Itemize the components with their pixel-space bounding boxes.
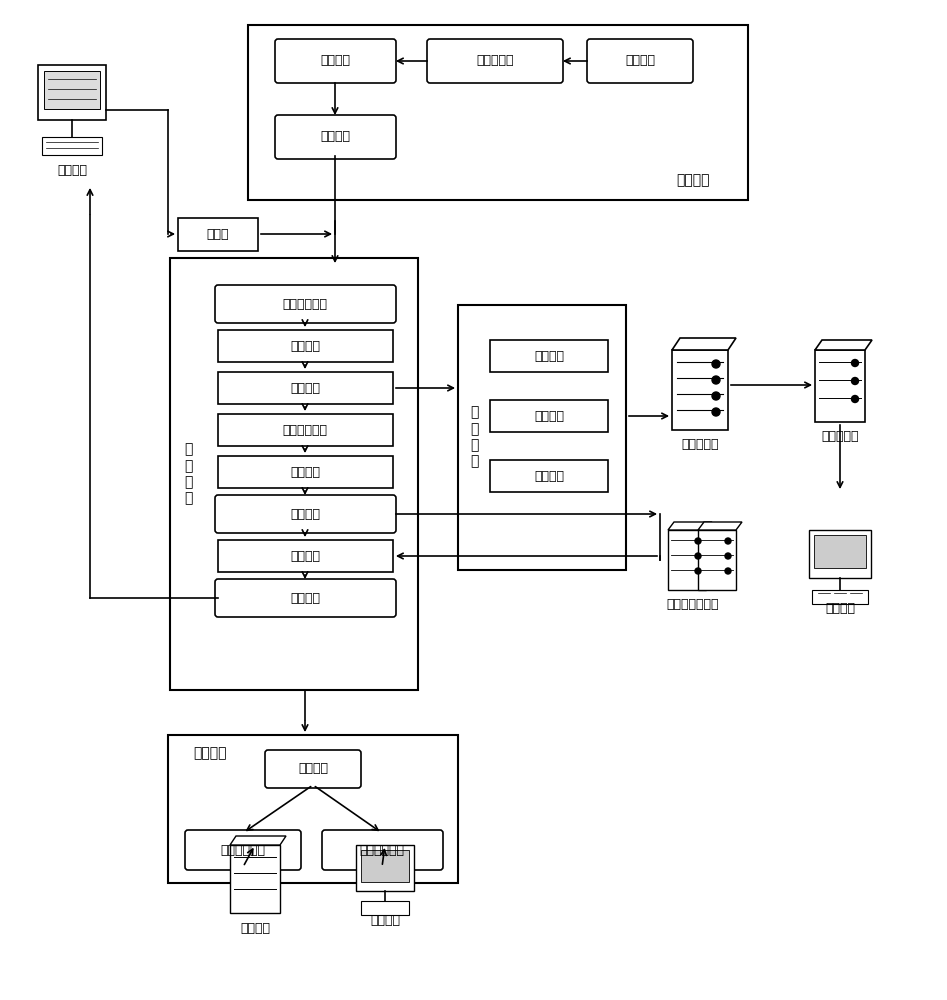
Circle shape: [725, 538, 731, 544]
Circle shape: [695, 553, 701, 559]
Polygon shape: [230, 836, 286, 845]
Text: 应用配置: 应用配置: [676, 173, 709, 187]
Text: 数据校验: 数据校验: [534, 350, 564, 362]
Circle shape: [712, 392, 720, 400]
Bar: [218, 330, 393, 362]
Text: 数据转换: 数据转换: [290, 381, 320, 394]
Text: 日志生成模块: 日志生成模块: [221, 844, 265, 856]
Polygon shape: [672, 338, 736, 350]
Text: 模板解析: 模板解析: [320, 54, 350, 68]
FancyBboxPatch shape: [265, 750, 361, 788]
Bar: [218, 456, 393, 488]
Text: 系统终端: 系统终端: [370, 914, 400, 928]
Bar: [218, 414, 393, 446]
Bar: [218, 540, 393, 572]
Text: 报文回复: 报文回复: [290, 591, 320, 604]
Circle shape: [725, 553, 731, 559]
Text: 数据解析: 数据解析: [290, 340, 320, 353]
FancyBboxPatch shape: [275, 115, 396, 159]
Text: 报
文
转
换: 报 文 转 换: [184, 443, 192, 505]
Bar: [218, 372, 393, 404]
Circle shape: [695, 538, 701, 544]
Text: 日志显示模块: 日志显示模块: [360, 844, 404, 856]
Bar: [672, 350, 728, 430]
Polygon shape: [668, 522, 712, 530]
Text: 模板初始化: 模板初始化: [476, 54, 514, 68]
Bar: [356, 845, 414, 891]
Bar: [815, 350, 865, 422]
Text: 监控终端: 监控终端: [825, 601, 855, 614]
FancyBboxPatch shape: [215, 495, 396, 533]
Bar: [458, 305, 626, 570]
Bar: [668, 530, 706, 590]
Text: 应用服务器: 应用服务器: [821, 430, 859, 444]
Bar: [490, 400, 608, 432]
Polygon shape: [698, 522, 742, 530]
Text: 队列池: 队列池: [206, 228, 229, 240]
Bar: [42, 137, 102, 155]
FancyBboxPatch shape: [215, 285, 396, 323]
Circle shape: [851, 377, 859, 384]
Text: 数据还原: 数据还原: [290, 550, 320, 562]
FancyBboxPatch shape: [322, 830, 443, 870]
Circle shape: [712, 376, 720, 384]
Bar: [170, 258, 418, 690]
Text: 数据存储: 数据存储: [534, 410, 564, 422]
FancyBboxPatch shape: [275, 39, 396, 83]
Text: 数据还原转换: 数据还原转换: [282, 424, 328, 436]
Bar: [814, 535, 866, 568]
Text: 数
据
检
验: 数 据 检 验: [470, 406, 478, 468]
FancyBboxPatch shape: [215, 579, 396, 617]
Text: 日志配置: 日志配置: [298, 762, 328, 776]
FancyBboxPatch shape: [185, 830, 301, 870]
Bar: [812, 590, 868, 604]
Circle shape: [851, 360, 859, 366]
Text: 日志管理: 日志管理: [193, 746, 226, 760]
Text: 报文请求接收: 报文请求接收: [282, 298, 328, 310]
Text: 报文数据库: 报文数据库: [681, 438, 719, 452]
Text: 银行前置: 银行前置: [57, 163, 87, 176]
FancyBboxPatch shape: [587, 39, 693, 83]
Bar: [490, 340, 608, 372]
Text: 数据回复: 数据回复: [290, 466, 320, 479]
Circle shape: [712, 360, 720, 368]
Text: 银行系统或前置: 银行系统或前置: [667, 598, 720, 611]
Circle shape: [851, 395, 859, 402]
Bar: [698, 530, 736, 590]
Circle shape: [712, 408, 720, 416]
Bar: [361, 901, 409, 915]
Text: 配置文件: 配置文件: [625, 54, 655, 68]
Circle shape: [695, 568, 701, 574]
Bar: [168, 735, 458, 883]
Bar: [248, 25, 748, 200]
Text: 引擎解析: 引擎解析: [320, 130, 350, 143]
Bar: [38, 65, 106, 120]
Bar: [490, 460, 608, 492]
Circle shape: [725, 568, 731, 574]
Bar: [230, 845, 280, 913]
Bar: [178, 218, 258, 251]
Text: 文件系统: 文件系统: [240, 922, 270, 936]
Bar: [809, 530, 871, 578]
Text: 异常拦截: 异常拦截: [534, 470, 564, 483]
Polygon shape: [815, 340, 872, 350]
Bar: [361, 850, 409, 882]
FancyBboxPatch shape: [427, 39, 563, 83]
Text: 报文转发: 报文转发: [290, 508, 320, 520]
Bar: [44, 71, 100, 109]
